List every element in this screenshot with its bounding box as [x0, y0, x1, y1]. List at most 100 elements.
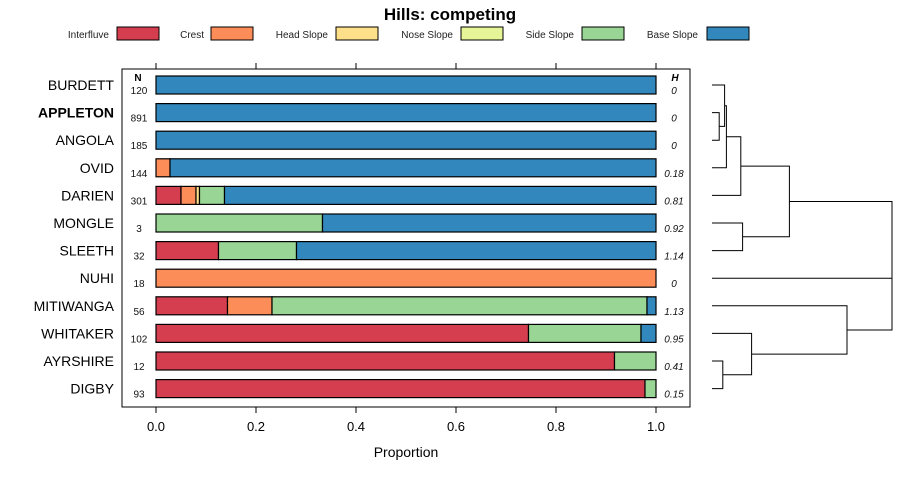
h-label-mongle: 0.92	[664, 224, 684, 235]
row-label-ovid: OVID	[80, 160, 114, 176]
dendrogram-link-7	[712, 332, 753, 376]
legend-label-side-slope: Side Slope	[526, 30, 575, 41]
plot-frame	[121, 68, 691, 408]
bar-segment-sleeth-interfluve	[155, 241, 220, 261]
legend-label-crest: Crest	[180, 30, 204, 41]
h-label-nuhi: 0	[671, 279, 677, 290]
chart-title: Hills: competing	[384, 5, 516, 24]
n-column-header: N	[134, 73, 141, 84]
h-label-digby: 0.15	[664, 390, 684, 401]
dendrogram-link-0	[712, 112, 720, 141]
bar-segment-mitiwanga-interfluve	[155, 296, 229, 316]
n-label-mongle: 3	[136, 224, 142, 235]
h-column-header: H	[671, 73, 679, 84]
bar-segment-nuhi-crest	[155, 268, 657, 288]
bar-segment-darien-crest	[180, 185, 197, 205]
x-tick-label-3: 0.6	[447, 419, 465, 434]
x-tick-label-1: 0.2	[247, 419, 265, 434]
bar-segment-darien-side-slope	[198, 185, 226, 205]
bar-segment-whitaker-base-slope	[640, 323, 657, 343]
legend-label-interfluve: Interfluve	[68, 30, 110, 41]
h-label-mitiwanga: 1.13	[664, 307, 684, 318]
legend-label-head-slope: Head Slope	[276, 30, 329, 41]
n-label-darien: 301	[131, 196, 148, 207]
legend-swatch-nose-slope	[460, 26, 504, 41]
h-label-angola: 0	[671, 141, 677, 152]
legend-swatch-interfluve	[116, 26, 160, 41]
x-axis-label: Proportion	[374, 444, 439, 460]
dendrogram-link-1	[712, 84, 726, 127]
row-label-mitiwanga: MITIWANGA	[34, 298, 115, 314]
bar-segment-darien-interfluve	[155, 185, 182, 205]
bar-segment-burdett-base-slope	[155, 75, 657, 95]
n-label-mitiwanga: 56	[133, 307, 145, 318]
h-label-appleton: 0	[671, 114, 677, 125]
dendrogram-link-6	[712, 360, 724, 390]
legend-label-nose-slope: Nose Slope	[401, 30, 453, 41]
h-label-ovid: 0.18	[664, 169, 684, 180]
row-label-digby: DIGBY	[70, 381, 114, 397]
row-label-nuhi: NUHI	[80, 270, 114, 286]
legend-swatch-head-slope	[335, 26, 379, 41]
bar-segment-ovid-base-slope	[169, 158, 657, 178]
n-label-angola: 185	[131, 141, 148, 152]
x-tick-label-2: 0.4	[347, 419, 365, 434]
h-label-sleeth: 1.14	[664, 252, 684, 263]
dendrogram-link-5	[740, 165, 790, 238]
bar-segment-whitaker-side-slope	[527, 323, 642, 343]
row-label-whitaker: WHITAKER	[41, 325, 114, 341]
bar-segment-sleeth-side-slope	[217, 241, 298, 261]
legend-swatch-side-slope	[581, 26, 625, 41]
n-label-appleton: 891	[131, 114, 148, 125]
bar-segment-digby-side-slope	[644, 379, 657, 399]
bar-segment-whitaker-interfluve	[155, 323, 530, 343]
h-label-darien: 0.81	[664, 196, 683, 207]
h-label-ayrshire: 0.41	[664, 362, 683, 373]
n-label-ovid: 144	[131, 169, 148, 180]
n-label-nuhi: 18	[133, 279, 145, 290]
n-label-burdett: 120	[131, 86, 148, 97]
row-label-burdett: BURDETT	[48, 77, 115, 93]
bar-segment-ayrshire-interfluve	[155, 351, 616, 371]
x-tick-label-0: 0.0	[147, 419, 165, 434]
bar-segment-mitiwanga-side-slope	[271, 296, 648, 316]
x-tick-label-4: 0.8	[547, 419, 565, 434]
n-label-digby: 93	[133, 390, 145, 401]
bar-segment-mitiwanga-base-slope	[646, 296, 657, 316]
row-label-appleton: APPLETON	[38, 105, 114, 121]
row-label-sleeth: SLEETH	[60, 243, 114, 259]
h-label-whitaker: 0.95	[664, 334, 684, 345]
dendrogram-link-4	[712, 222, 744, 252]
row-label-ayrshire: AYRSHIRE	[43, 353, 114, 369]
dendrogram	[712, 84, 893, 390]
n-label-ayrshire: 12	[133, 362, 145, 373]
x-axis: 0.0 0.2 0.4 0.6 0.8 1.0	[147, 63, 665, 434]
dendrogram-link-10	[789, 200, 893, 305]
bar-segment-mitiwanga-crest	[226, 296, 273, 316]
dendrogram-link-8	[712, 305, 848, 355]
row-label-darien: DARIEN	[61, 187, 114, 203]
bar-segment-darien-base-slope	[223, 185, 657, 205]
legend-label-base-slope: Base Slope	[647, 30, 699, 41]
bar-segment-mongle-base-slope	[321, 213, 657, 233]
legend-swatch-base-slope	[706, 26, 750, 41]
bar-segment-digby-interfluve	[155, 379, 646, 399]
bar-segment-ayrshire-side-slope	[613, 351, 657, 371]
h-label-burdett: 0	[671, 86, 677, 97]
bar-segment-ovid-crest	[155, 158, 171, 178]
n-label-whitaker: 102	[131, 334, 148, 345]
bar-segment-mongle-side-slope	[155, 213, 324, 233]
x-tick-label-5: 1.0	[647, 419, 665, 434]
dendrogram-link-9	[712, 277, 893, 331]
row-label-mongle: MONGLE	[53, 215, 114, 231]
legend: Interfluve Crest Head Slope Nose Slope Side …	[68, 26, 750, 41]
n-label-sleeth: 32	[133, 252, 145, 263]
bar-segment-angola-base-slope	[155, 130, 657, 150]
bar-segment-sleeth-base-slope	[295, 241, 657, 261]
row-label-angola: ANGOLA	[56, 132, 115, 148]
legend-swatch-crest	[210, 26, 254, 41]
bar-segment-appleton-base-slope	[155, 102, 657, 123]
